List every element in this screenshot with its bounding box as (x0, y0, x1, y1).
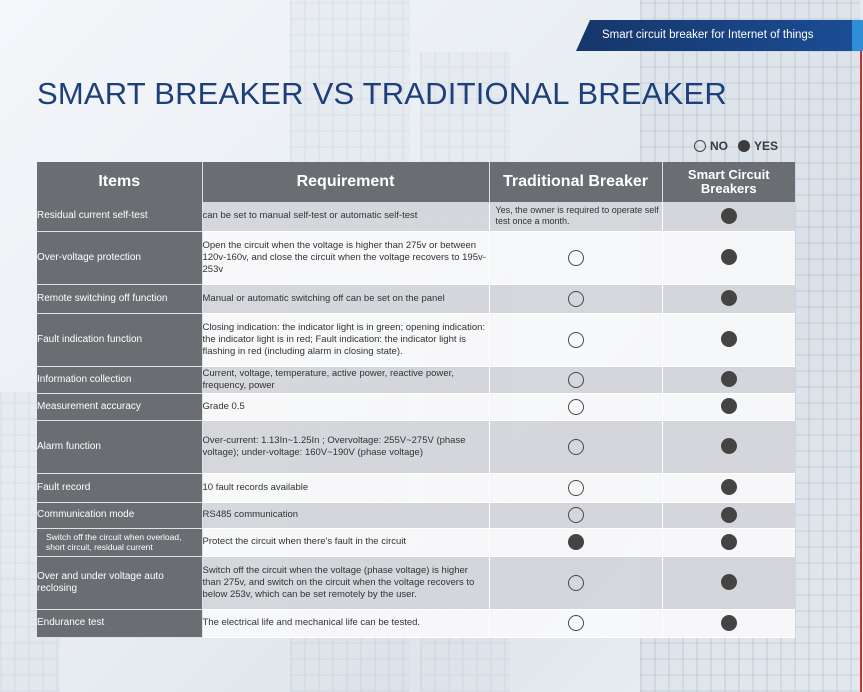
legend-no-label: NO (710, 139, 728, 153)
row-requirement: Grade 0.5 (202, 393, 490, 421)
hollow-circle-icon (567, 371, 584, 388)
row-smart (662, 609, 795, 638)
row-traditional (489, 609, 663, 638)
hollow-circle-icon (567, 507, 584, 523)
row-requirement: Over-current: 1.13In~1.25In ; Overvoltag… (202, 420, 490, 474)
row-item-label: Over and under voltage auto reclosing (37, 556, 203, 610)
table-row: Fault indication function Closing indicat… (37, 313, 795, 367)
legend-yes-label: YES (754, 139, 779, 153)
row-traditional (489, 393, 663, 421)
row-traditional (489, 231, 663, 285)
row-requirement: Protect the circuit when there's fault i… (202, 528, 490, 557)
page-title: SMART BREAKER VS TRADITIONAL BREAKER (37, 76, 727, 111)
row-traditional-text: Yes, the owner is required to operate se… (489, 202, 663, 232)
row-traditional (489, 420, 663, 474)
filled-circle-icon (720, 479, 737, 496)
table-row: Switch off the circuit when overload, sh… (37, 528, 795, 557)
table-row: Communication mode RS485 communication (37, 502, 795, 529)
filled-circle-icon (720, 249, 737, 266)
hollow-circle-icon (567, 479, 584, 496)
row-traditional (489, 284, 663, 314)
row-traditional (489, 366, 663, 394)
row-requirement: Manual or automatic switching off can be… (202, 284, 490, 314)
filled-circle-icon (720, 398, 737, 415)
row-requirement: Closing indication: the indicator light … (202, 313, 490, 367)
row-traditional (489, 473, 663, 503)
row-item-label: Over-voltage protection (37, 231, 203, 285)
filled-circle-icon (720, 331, 737, 348)
hollow-circle-icon (567, 574, 584, 591)
row-requirement: Open the circuit when the voltage is hig… (202, 231, 490, 285)
hollow-circle-icon (567, 290, 584, 307)
table-header-row: Items Requirement Traditional Breaker Sm… (37, 162, 795, 202)
filled-circle-icon (720, 574, 737, 591)
banner-text: Smart circuit breaker for Internet of th… (602, 29, 814, 41)
row-traditional (489, 502, 663, 529)
table-row: Over-voltage protection Open the circuit … (37, 231, 795, 285)
hollow-circle-icon (567, 249, 584, 266)
row-item-label: Switch off the circuit when overload, sh… (37, 528, 203, 557)
row-smart (662, 528, 795, 557)
header-traditional: Traditional Breaker (489, 162, 663, 202)
row-smart (662, 313, 795, 367)
hollow-circle-icon (567, 331, 584, 348)
table-row: Over and under voltage auto reclosing Swi… (37, 556, 795, 610)
filled-circle-icon (720, 614, 737, 631)
row-item-label: Fault indication function (37, 313, 203, 367)
table-row: Alarm function Over-current: 1.13In~1.25I… (37, 420, 795, 474)
hollow-circle-icon (694, 140, 706, 152)
row-item-label: Fault record (37, 473, 203, 503)
row-smart (662, 393, 795, 421)
row-smart (662, 284, 795, 314)
table-row: Endurance test The electrical life and me… (37, 609, 795, 638)
row-requirement: Current, voltage, temperature, active po… (202, 366, 490, 394)
filled-circle-icon (738, 140, 750, 152)
row-smart (662, 556, 795, 610)
header-requirement: Requirement (202, 162, 490, 202)
hollow-circle-icon (567, 438, 584, 455)
row-smart (662, 231, 795, 285)
filled-circle-icon (720, 208, 737, 225)
row-smart (662, 473, 795, 503)
table-row: Measurement accuracy Grade 0.5 (37, 393, 795, 421)
row-item-label: Information collection (37, 366, 203, 394)
header-smart: Smart Circuit Breakers (662, 162, 795, 202)
row-requirement: can be set to manual self-test or automa… (202, 202, 490, 232)
filled-circle-icon (720, 533, 737, 550)
row-smart (662, 420, 795, 474)
table-row: Remote switching off function Manual or a… (37, 284, 795, 314)
row-traditional (489, 528, 663, 557)
row-item-label: Alarm function (37, 420, 203, 474)
row-smart (662, 502, 795, 529)
filled-circle-icon (720, 371, 737, 388)
row-item-label: Remote switching off function (37, 284, 203, 314)
row-item-label: Endurance test (37, 609, 203, 638)
row-item-label: Residual current self-test (37, 202, 203, 232)
filled-circle-icon (720, 438, 737, 455)
table-row: Information collection Current, voltage, … (37, 366, 795, 394)
row-smart (662, 202, 795, 232)
row-requirement: 10 fault records available (202, 473, 490, 503)
hollow-circle-icon (567, 398, 584, 415)
row-requirement: RS485 communication (202, 502, 490, 529)
table-row: Residual current self-test can be set to … (37, 202, 795, 232)
legend: NO YES (694, 139, 778, 153)
header-banner: Smart circuit breaker for Internet of th… (576, 20, 863, 51)
filled-circle-icon (720, 506, 737, 523)
row-requirement: Switch off the circuit when the voltage … (202, 556, 490, 610)
edge-accent-line (860, 50, 862, 692)
banner-accent (852, 20, 863, 51)
filled-circle-icon (567, 534, 584, 550)
row-item-label: Communication mode (37, 502, 203, 529)
filled-circle-icon (720, 290, 737, 307)
row-item-label: Measurement accuracy (37, 393, 203, 421)
row-requirement: The electrical life and mechanical life … (202, 609, 490, 638)
header-items: Items (37, 162, 203, 202)
row-traditional (489, 556, 663, 610)
row-traditional (489, 313, 663, 367)
table-row: Fault record 10 fault records available (37, 473, 795, 503)
hollow-circle-icon (567, 615, 584, 631)
comparison-table: Items Requirement Traditional Breaker Sm… (37, 162, 795, 638)
row-smart (662, 366, 795, 394)
